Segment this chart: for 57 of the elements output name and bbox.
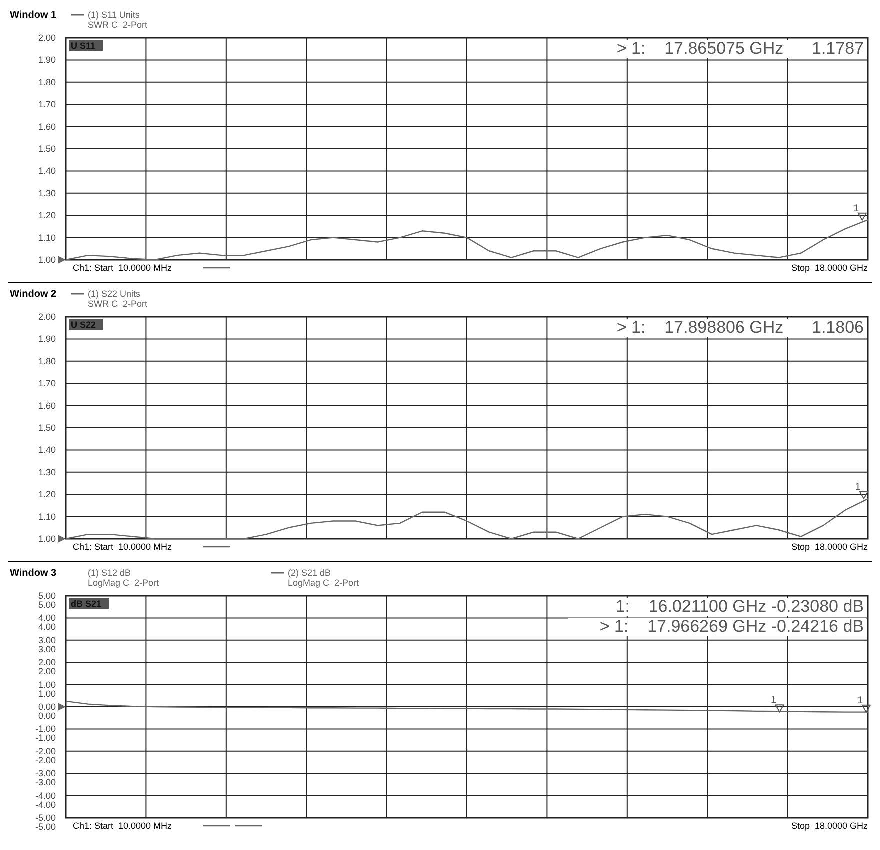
y-tick-label: 1.20 xyxy=(38,210,56,221)
annotation: 1 xyxy=(855,482,862,493)
y-tick-label: 1.50 xyxy=(38,144,56,154)
annotation: U S22 xyxy=(71,320,96,330)
y-tick-label: -2.00 xyxy=(35,746,56,756)
y-tick-label: 1.60 xyxy=(38,122,56,132)
y-tick-label: -3.00 xyxy=(35,768,56,779)
legend-label: (2) S21 dB LogMag C 2-Port xyxy=(288,568,360,588)
chart-title: Window 3 xyxy=(10,568,58,579)
y-tick-label: 5.00 xyxy=(38,591,56,601)
text: Ch1: Start 10.0000 MHz xyxy=(73,542,173,552)
annotation: > 1: 17.865075 GHz 1.1787 xyxy=(616,39,864,58)
y-tick-label: 1.70 xyxy=(38,378,56,389)
y-tick-label: 0.00 xyxy=(38,702,56,712)
text: Ch1: Start 10.0000 MHz xyxy=(73,821,173,831)
chart-title: Window 1 xyxy=(10,10,58,21)
text: Stop 18.0000 GHz xyxy=(791,542,868,552)
y-tick-label: 4.00 xyxy=(38,613,56,624)
annotation: > 1: 17.966269 GHz -0.24216 dB xyxy=(600,617,864,636)
y-tick-label: -1.00 xyxy=(35,724,56,734)
annotation: 1 xyxy=(854,203,860,214)
chart-title: Window 2 xyxy=(10,289,58,300)
y-tick-label: 1.90 xyxy=(38,55,56,66)
y-tick-label: 1.90 xyxy=(38,334,56,344)
y-tick-label: 2.00 xyxy=(38,33,56,43)
annotation: 1 xyxy=(858,695,864,706)
y-tick-label: 3.00 xyxy=(38,635,56,646)
legend-label: (1) S11 Units SWR C 2-Port xyxy=(88,10,148,30)
legend-label: (1) S22 Units SWR C 2-Port xyxy=(88,289,148,309)
annotation: 1 xyxy=(771,695,777,706)
y-tick-label: 1.30 xyxy=(38,188,56,198)
chart-subtitle: (1) S12 dB LogMag C 2-Port xyxy=(88,568,160,588)
text: Stop 18.0000 GHz xyxy=(791,263,868,273)
y-tick-label: 1.10 xyxy=(38,232,56,243)
annotation: U S11 xyxy=(71,41,96,51)
y-tick-label: 1.60 xyxy=(38,400,56,411)
annotation: 1: 16.021100 GHz -0.23080 dB xyxy=(616,597,864,616)
y-tick-label: 1.40 xyxy=(38,445,56,456)
y-tick-label: -5.00 xyxy=(35,813,56,823)
y-tick-label: 1.50 xyxy=(38,423,56,433)
y-tick-label: 1.00 xyxy=(38,255,56,265)
text: Ch1: Start 10.0000 MHz xyxy=(73,263,173,273)
y-tick-label: 1.30 xyxy=(38,467,56,478)
y-tick-label: 1.80 xyxy=(38,77,56,88)
y-tick-label: 2.00 xyxy=(38,312,56,322)
text: Stop 18.0000 GHz xyxy=(791,821,868,831)
y-tick-label: 1.20 xyxy=(38,490,56,500)
y-tick-label: 1.00 xyxy=(38,534,56,544)
y-tick-label: 1.80 xyxy=(38,356,56,366)
annotation: dB S21 xyxy=(71,599,102,609)
annotation: > 1: 17.898806 GHz 1.1806 xyxy=(616,318,864,337)
y-tick-label: 1.10 xyxy=(38,512,56,522)
y-tick-label: 1.70 xyxy=(38,100,56,110)
y-tick-label: 1.00 xyxy=(38,680,56,690)
y-tick-label: 2.00 xyxy=(38,658,56,668)
y-tick-label: -4.00 xyxy=(35,790,56,801)
y-tick-label: 1.40 xyxy=(38,166,56,176)
